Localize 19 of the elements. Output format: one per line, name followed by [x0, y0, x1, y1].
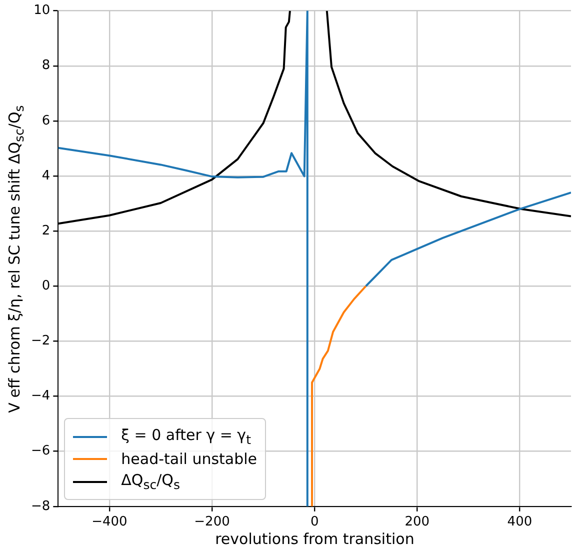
- x-axis-title: revolutions from transition: [215, 530, 414, 548]
- y-tick-label: −4: [30, 388, 50, 404]
- legend-label: ΔQ$_{sc}$/Q$_{s}$: [121, 471, 180, 492]
- y-tick-label: 0: [42, 278, 50, 294]
- legend-label: ξ = 0 after γ = γ$_{t}$: [121, 426, 251, 448]
- x-tick-label: −400: [92, 514, 128, 530]
- y-tick-label: −6: [30, 444, 50, 459]
- x-tick-label: 400: [507, 514, 532, 530]
- y-tick-label: 8: [42, 58, 50, 74]
- x-tick-label: 0: [310, 514, 319, 530]
- y-tick-label: 6: [42, 113, 50, 128]
- y-tick-label: −2: [30, 334, 50, 349]
- y-tick-label: 4: [42, 168, 50, 184]
- y-tick-label: −8: [30, 498, 50, 514]
- x-tick-label: −200: [194, 514, 230, 530]
- x-tick-label: 200: [404, 514, 430, 530]
- y-tick-label: 2: [42, 223, 50, 238]
- legend-label: head-tail unstable: [121, 450, 258, 468]
- y-tick-label: 10: [34, 3, 50, 18]
